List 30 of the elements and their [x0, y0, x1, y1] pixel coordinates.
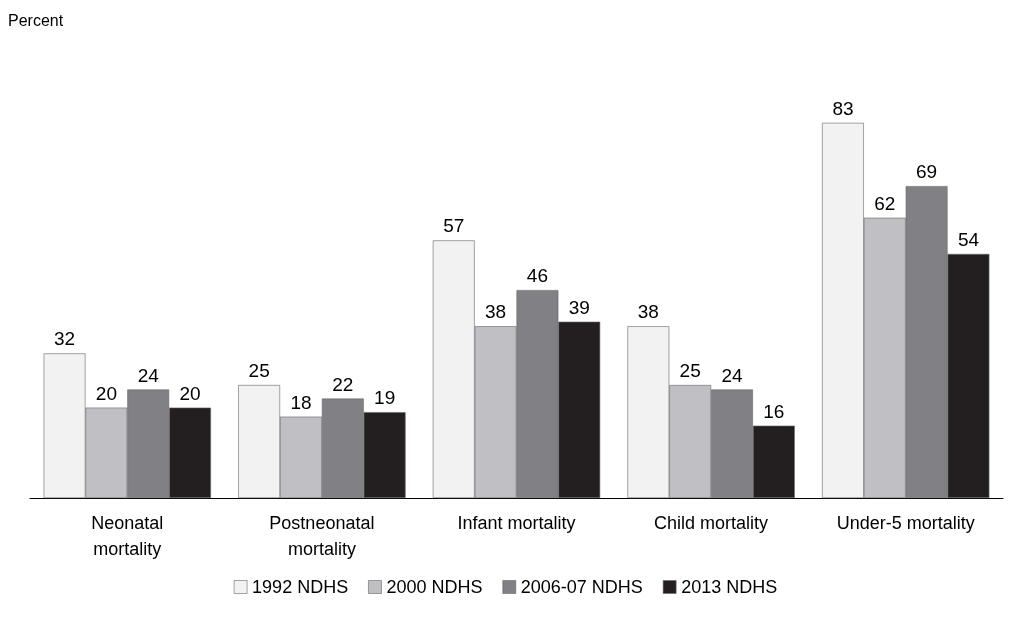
data-label: 20 [179, 382, 201, 404]
data-label: 38 [485, 301, 507, 323]
x-tick-label: Under-5 mortality [836, 513, 975, 533]
data-label: 32 [53, 328, 76, 350]
data-label: 46 [526, 265, 548, 287]
x-tick-label: Child mortality [654, 513, 769, 533]
x-tick-label: Postneonatal mortality [269, 513, 375, 559]
data-label: 20 [95, 382, 117, 404]
data-label: 19 [374, 387, 396, 409]
text: Percent [8, 11, 64, 29]
data-label: 69 [916, 161, 938, 183]
data-label: 38 [637, 301, 659, 323]
data-label: 39 [568, 296, 590, 318]
x-tick-label: Infant mortality [457, 513, 576, 533]
data-label: 24 [721, 364, 744, 386]
legend-label: 2006-07 NDHS [520, 577, 643, 597]
data-label: 62 [874, 192, 896, 214]
data-label: 83 [832, 97, 854, 119]
data-label: 16 [763, 400, 785, 422]
x-tick-label: Neonatal mortality [91, 513, 164, 559]
legend-label: 1992 NDHS [252, 577, 349, 597]
data-label: 25 [248, 360, 270, 381]
data-label: 54 [957, 228, 980, 250]
data-label: 24 [137, 364, 160, 386]
data-label: 25 [679, 360, 701, 381]
data-label: 57 [443, 215, 465, 237]
data-label: 22 [332, 373, 354, 395]
data-label: 18 [290, 391, 312, 413]
legend-label: 2000 NDHS [386, 577, 483, 597]
legend-label: 2013 NDHS [681, 577, 778, 597]
